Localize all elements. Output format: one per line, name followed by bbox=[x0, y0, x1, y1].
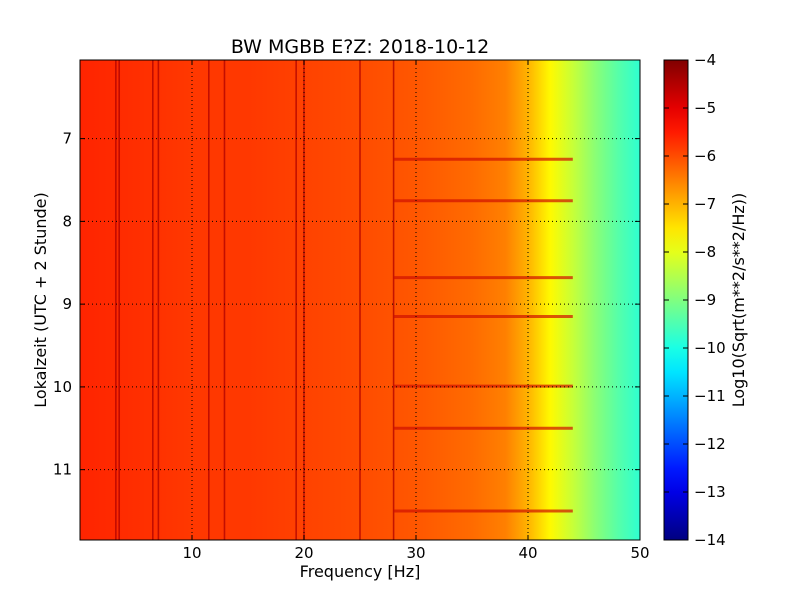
x-tick-label: 10 bbox=[182, 544, 201, 562]
colorbar-tick-label: −8 bbox=[694, 243, 716, 261]
x-tick-label: 30 bbox=[406, 544, 425, 562]
colorbar-tick-label: −5 bbox=[694, 99, 716, 117]
colorbar-tick-label: −12 bbox=[694, 435, 726, 453]
y-axis-label: Lokalzeit (UTC + 2 Stunde) bbox=[31, 192, 50, 407]
y-tick-label: 8 bbox=[62, 212, 72, 230]
colorbar-tick-label: −6 bbox=[694, 147, 716, 165]
grid-lines bbox=[80, 60, 640, 540]
chart-title: BW MGBB E?Z: 2018-10-12 bbox=[231, 36, 489, 58]
y-tick-label: 10 bbox=[53, 378, 72, 396]
colorbar-tick-label: −14 bbox=[694, 531, 726, 549]
x-axis-ticks: 10 20 30 40 50 bbox=[182, 60, 650, 562]
colorbar-ticks: −4 −5 −6 −7 −8 −9 −10 −11 −12 −13 −14 bbox=[664, 51, 726, 549]
y-tick-label: 7 bbox=[62, 130, 72, 148]
colorbar-tick-label: −4 bbox=[694, 51, 716, 69]
x-tick-label: 20 bbox=[294, 544, 313, 562]
colorbar-label: Log10(Sqrt(m**2/s**2/Hz)) bbox=[729, 193, 748, 408]
colorbar-tick-label: −10 bbox=[694, 339, 726, 357]
colorbar: −4 −5 −6 −7 −8 −9 −10 −11 −12 −13 −14 Log10(Sqrt(m… bbox=[663, 51, 748, 549]
y-axis-ticks: 7 8 9 10 11 bbox=[53, 130, 640, 479]
colorbar-tick-label: −7 bbox=[694, 195, 716, 213]
plot-frame bbox=[79, 59, 641, 541]
y-tick-label: 11 bbox=[53, 461, 72, 479]
colorbar-tick-label: −9 bbox=[694, 291, 716, 309]
y-tick-label: 9 bbox=[62, 295, 72, 313]
x-tick-label: 50 bbox=[630, 544, 649, 562]
colorbar-tick-label: −11 bbox=[694, 387, 726, 405]
colorbar-tick-label: −13 bbox=[694, 483, 726, 501]
x-tick-label: 40 bbox=[518, 544, 537, 562]
plot-area: 10 20 30 40 50 7 8 9 10 11 bbox=[53, 59, 650, 562]
x-axis-label: Frequency [Hz] bbox=[300, 562, 421, 581]
